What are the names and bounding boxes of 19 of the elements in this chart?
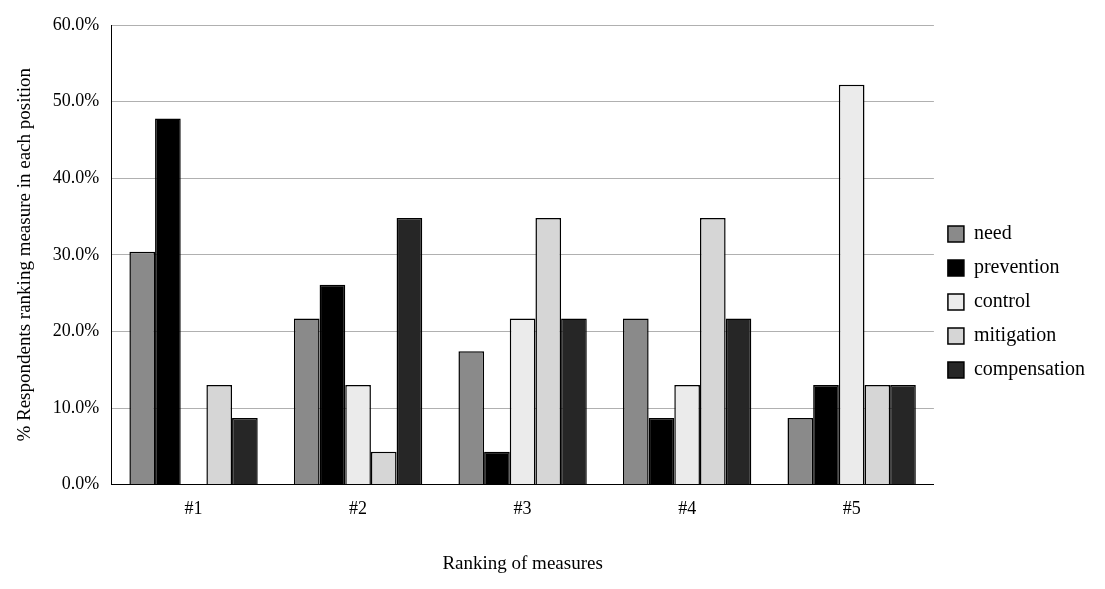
y-tick-label: 10.0% bbox=[52, 396, 100, 417]
legend-label: need bbox=[973, 221, 1012, 244]
legend-label: prevention bbox=[973, 255, 1060, 279]
x-tick-label: #5 bbox=[842, 498, 861, 519]
legend-label: compensation bbox=[973, 357, 1086, 381]
y-tick-label: 40.0% bbox=[52, 166, 100, 187]
x-tick-label: #3 bbox=[513, 498, 532, 519]
x-tick-label: #4 bbox=[678, 498, 697, 519]
y-tick-label: 20.0% bbox=[52, 320, 100, 341]
legend-label: mitigation bbox=[973, 323, 1057, 347]
y-tick-label: 0.0% bbox=[61, 473, 100, 494]
x-tick-label: #2 bbox=[349, 498, 368, 519]
y-tick-label: 60.0% bbox=[52, 13, 100, 34]
x-axis-title: Ranking of measures bbox=[442, 551, 603, 573]
y-axis-title: % Respondents ranking measure in each position bbox=[13, 67, 35, 442]
legend-label: control bbox=[973, 289, 1032, 312]
y-tick-label: 30.0% bbox=[52, 243, 100, 264]
x-tick-label: #1 bbox=[184, 498, 203, 519]
y-tick-label: 50.0% bbox=[52, 90, 100, 111]
